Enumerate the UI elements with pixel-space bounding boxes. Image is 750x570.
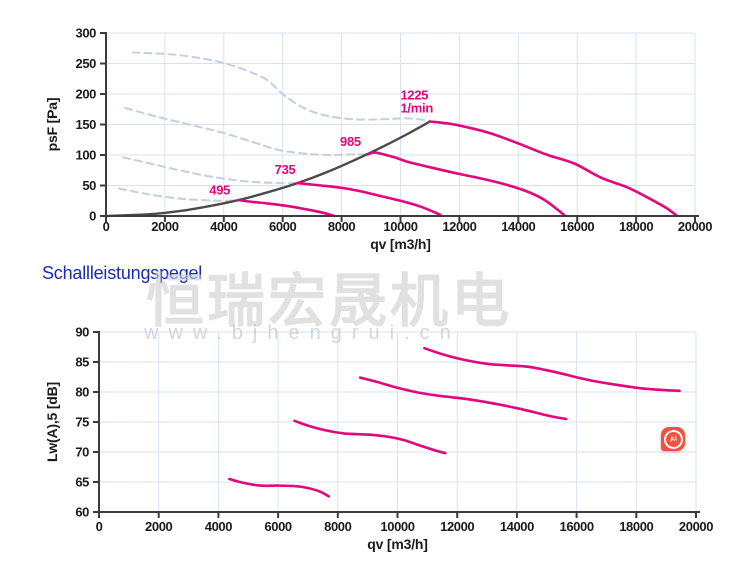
ai-icon: AI bbox=[661, 427, 685, 451]
x-tick-label: 6000 bbox=[264, 519, 291, 534]
ai-icon-label: AI bbox=[668, 434, 678, 444]
y-tick-label: 0 bbox=[89, 209, 96, 224]
y-tick-label: 70 bbox=[75, 445, 89, 460]
x-axis-label: qv [m3/h] bbox=[367, 536, 427, 552]
x-tick-label: 16000 bbox=[560, 519, 594, 534]
series-solid bbox=[237, 198, 335, 217]
y-tick-label: 75 bbox=[75, 415, 89, 430]
y-tick-label: 150 bbox=[76, 117, 97, 132]
x-tick-label: 10000 bbox=[383, 219, 417, 234]
section-title: Schallleistungspegel bbox=[42, 263, 203, 283]
x-tick-label: 18000 bbox=[619, 219, 653, 234]
rpm-annotation: 985 bbox=[340, 134, 361, 149]
series-solid bbox=[296, 181, 442, 217]
series-solid bbox=[428, 120, 678, 217]
y-tick-label: 300 bbox=[76, 26, 97, 41]
series-solid bbox=[358, 376, 568, 421]
series-system bbox=[104, 120, 432, 218]
pressure-volume-chart: 0 50 100 150 200 250 300 0 2000 4000 6000 8000 10000… bbox=[44, 26, 713, 253]
x-tick-label: 14000 bbox=[501, 219, 535, 234]
y-tick-label: 200 bbox=[76, 87, 97, 102]
y-tick-label: 85 bbox=[75, 355, 89, 370]
x-tick-label: 2000 bbox=[145, 519, 172, 534]
series-solid bbox=[423, 346, 681, 393]
x-tick-label: 2000 bbox=[151, 219, 178, 234]
y-tick-label: 65 bbox=[75, 475, 89, 490]
x-tick-label: 4000 bbox=[205, 519, 232, 534]
series-dashed bbox=[117, 187, 240, 202]
y-axis-label: Lw(A),5 [dB] bbox=[44, 382, 60, 462]
y-tick-label: 100 bbox=[76, 148, 97, 163]
x-tick-label: 12000 bbox=[440, 519, 474, 534]
x-tick-label: 8000 bbox=[328, 219, 355, 234]
x-axis-label: qv [m3/h] bbox=[370, 236, 430, 252]
rpm-annotation: 1225 bbox=[401, 88, 429, 103]
x-tick-label: 4000 bbox=[210, 219, 237, 234]
x-tick-label: 20000 bbox=[679, 519, 713, 534]
x-tick-label: 10000 bbox=[380, 519, 414, 534]
y-tick-label: 50 bbox=[82, 178, 96, 193]
y-axis-label: psF [Pa] bbox=[44, 98, 60, 152]
x-tick-label: 20000 bbox=[678, 219, 712, 234]
sound-power-chart: 60 65 70 75 80 85 90 0 2000 4000 6000 8000 10000 1200… bbox=[44, 325, 714, 553]
rpm-annotation: 735 bbox=[275, 162, 296, 177]
series-solid bbox=[228, 477, 331, 498]
y-tick-label: 90 bbox=[75, 325, 89, 340]
series-solid bbox=[366, 151, 566, 217]
x-tick-label: 8000 bbox=[324, 519, 351, 534]
x-tick-label: 6000 bbox=[269, 219, 296, 234]
x-tick-label: 18000 bbox=[619, 519, 653, 534]
x-tick-label: 14000 bbox=[500, 519, 534, 534]
rpm-annotation: 495 bbox=[209, 182, 230, 197]
x-tick-label: 0 bbox=[103, 219, 110, 234]
y-tick-label: 250 bbox=[76, 56, 97, 71]
x-tick-label: 16000 bbox=[560, 219, 594, 234]
x-tick-label: 0 bbox=[96, 519, 103, 534]
ai-assistant-button[interactable]: AI bbox=[661, 427, 685, 451]
series-dashed bbox=[124, 106, 370, 157]
y-tick-label: 80 bbox=[75, 385, 89, 400]
rpm-annotation: 1/min bbox=[401, 101, 434, 116]
series-solid bbox=[293, 419, 447, 455]
x-tick-label: 12000 bbox=[442, 219, 476, 234]
series-dashed bbox=[131, 51, 431, 122]
series-dashed bbox=[122, 156, 299, 185]
y-tick-label: 60 bbox=[75, 505, 89, 520]
